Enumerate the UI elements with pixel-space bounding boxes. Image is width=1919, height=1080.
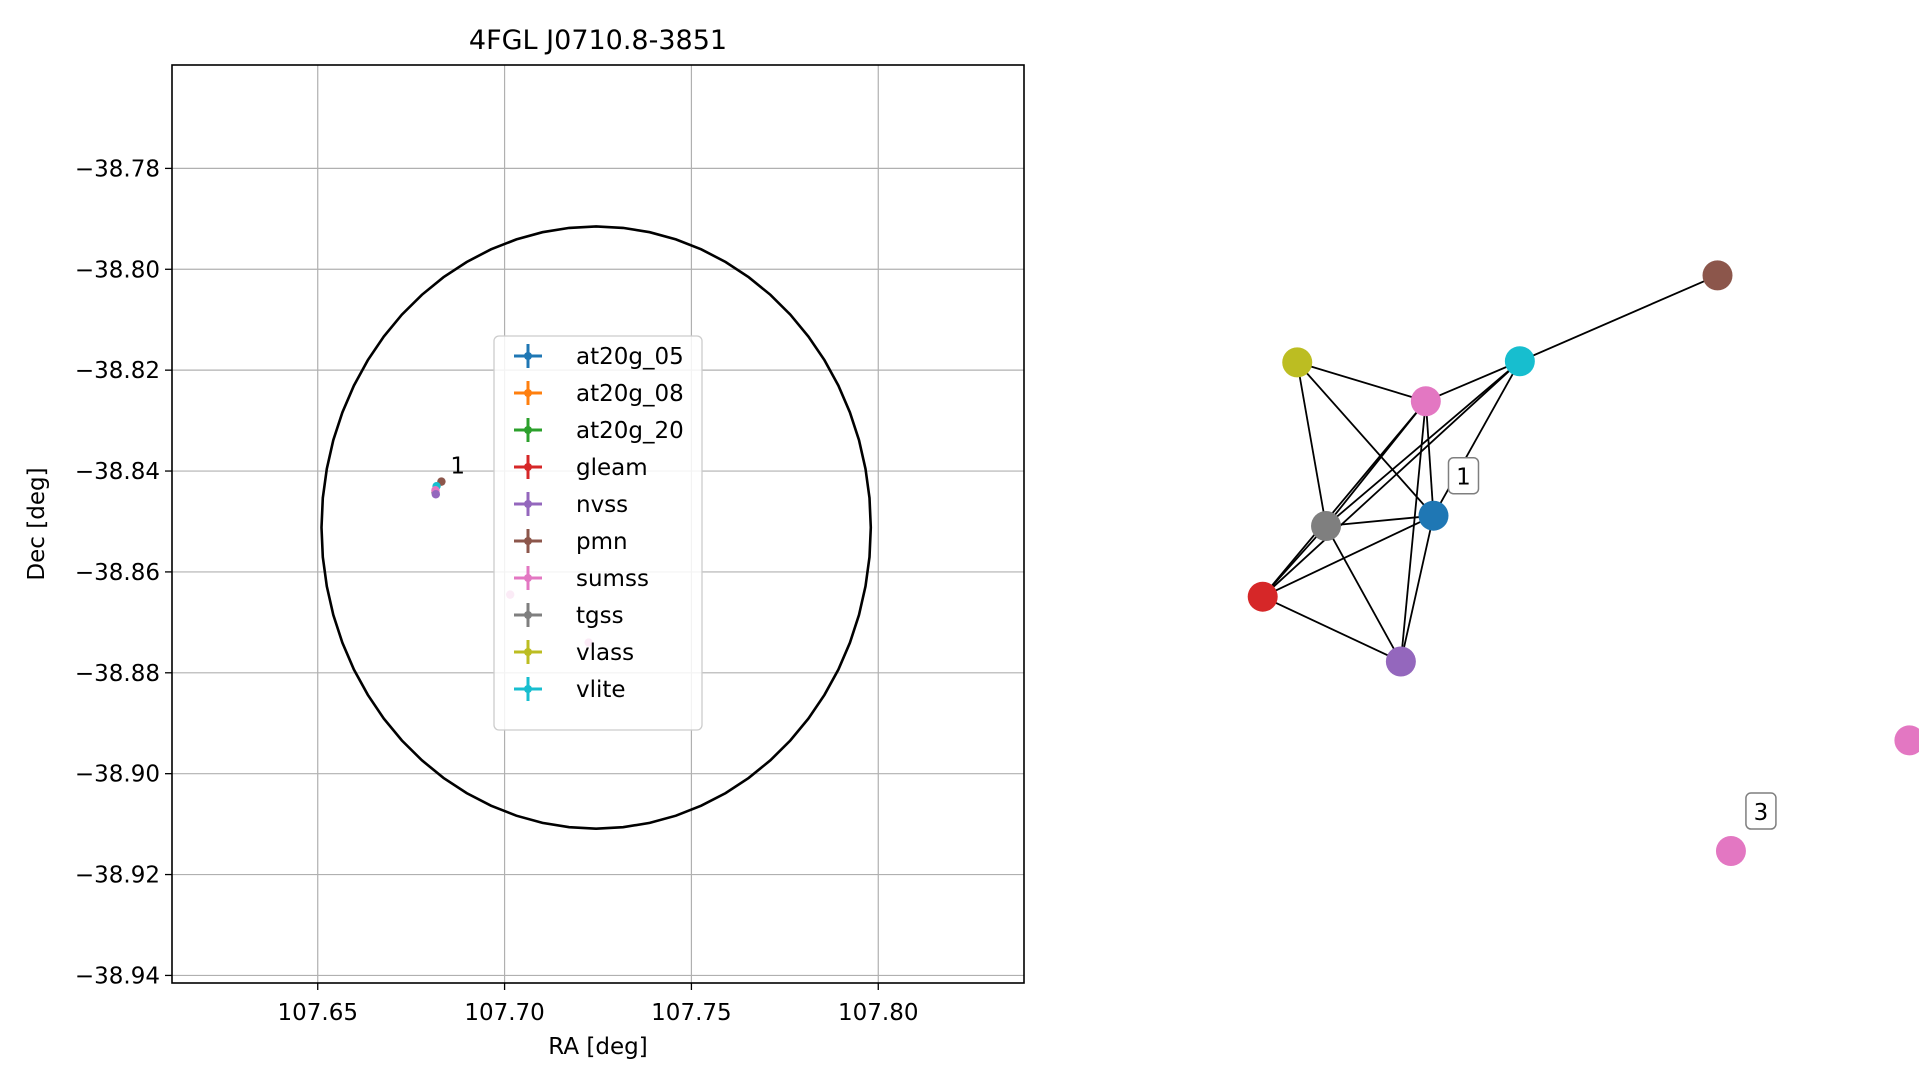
legend-marker-dot [524, 426, 532, 434]
legend-item-tgss: tgss [514, 603, 624, 629]
legend-item-vlass: vlass [514, 640, 634, 666]
network-labels: 123 [1447, 456, 1777, 830]
x-axis-ticks: 107.65 107.70 107.75 107.80 [277, 983, 919, 1026]
y-tick-label: −38.92 [75, 863, 160, 889]
legend-marker-dot [524, 574, 532, 582]
node-label-3: 3 [1745, 792, 1777, 830]
y-tick-label: −38.82 [75, 358, 160, 384]
y-tick-label: −38.94 [75, 963, 160, 989]
node-vlass [1282, 347, 1313, 378]
y-tick-label: −38.78 [75, 156, 160, 182]
legend-item-vlite: vlite [514, 677, 626, 703]
edge-at20g-gleam [1262, 514, 1434, 598]
legend-label: vlite [576, 677, 626, 703]
edge-tgss-gleam [1262, 525, 1327, 598]
node-vlite [1504, 346, 1535, 377]
legend-label: nvss [576, 492, 628, 518]
node-label-1: 1 [1447, 456, 1480, 495]
y-tick-label: −38.86 [75, 560, 160, 586]
legend-marker-dot [524, 463, 532, 471]
legend-item-sumss: sumss [514, 566, 649, 592]
node-gleam [1247, 581, 1278, 612]
legend-label: sumss [576, 566, 649, 592]
edge-sumss-nvss [1399, 401, 1427, 662]
edge-vlass-sumss [1296, 361, 1427, 403]
network-edges [1262, 274, 1718, 663]
plot-frame [171, 64, 1025, 984]
node-tgss [1311, 510, 1342, 541]
legend-label: at20g_20 [576, 418, 684, 444]
legend-label: tgss [576, 603, 624, 629]
error-ellipse-layer [320, 225, 873, 831]
node-at20g [1418, 500, 1449, 531]
cluster-labels: 1 [450, 454, 465, 480]
legend-label: at20g_05 [576, 344, 684, 370]
legend-marker-dot [524, 685, 532, 693]
y-axis-label: Dec [deg] [24, 467, 50, 580]
y-tick-label: −38.84 [75, 459, 160, 485]
label-text: 3 [1754, 800, 1769, 826]
cluster-label: 1 [450, 454, 465, 480]
point-nvss [431, 490, 441, 499]
network-nodes [1247, 260, 1919, 867]
sky-map-chart: 1 107.65 107.70 107.75 107.80 −38.78−38.80−… [24, 25, 1025, 1060]
y-tick-label: −38.80 [75, 257, 160, 283]
edge-tgss-nvss [1325, 525, 1402, 662]
legend-marker-dot [524, 389, 532, 397]
node-sumss3 [1715, 836, 1746, 867]
legend-label: gleam [576, 455, 648, 481]
edge-vlite-sumss [1425, 360, 1521, 403]
legend-item-pmn: pmn [514, 529, 628, 555]
label-text: 1 [1456, 465, 1471, 491]
node-nvss [1385, 646, 1416, 677]
x-tick-label: 107.75 [651, 1000, 731, 1026]
legend-item-at20g_08: at20g_08 [514, 381, 684, 407]
legend-label: at20g_08 [576, 381, 684, 407]
legend-marker-dot [524, 611, 532, 619]
x-tick-label: 107.70 [464, 1000, 544, 1026]
edge-vlass-at20g [1296, 361, 1435, 517]
edge-at20g-tgss [1325, 514, 1434, 527]
legend-marker-dot [524, 500, 532, 508]
legend-item-gleam: gleam [514, 455, 648, 481]
edge-at20g-nvss [1399, 515, 1435, 662]
edge-vlite-tgss [1325, 360, 1521, 527]
label-box [1745, 792, 1777, 830]
y-tick-label: −38.88 [75, 661, 160, 687]
x-tick-label: 107.80 [838, 1000, 918, 1026]
node-sumss2 [1894, 725, 1919, 756]
x-tick-label: 107.65 [277, 1000, 357, 1026]
node-sumss [1410, 386, 1441, 417]
chart-title: 4FGL J0710.8-3851 [469, 25, 727, 56]
legend-item-at20g_05: at20g_05 [514, 344, 684, 370]
legend-marker-dot [524, 648, 532, 656]
edge-vlass-tgss [1296, 362, 1327, 527]
legend-label: pmn [576, 529, 628, 555]
label-box [1447, 456, 1480, 495]
edge-sumss-at20g [1424, 401, 1435, 516]
legend-marker-dot [524, 537, 532, 545]
legend-item-nvss: nvss [514, 492, 628, 518]
edge-sumss-gleam [1262, 400, 1427, 598]
legend-label: vlass [576, 640, 634, 666]
y-tick-label: −38.90 [75, 762, 160, 788]
x-axis-label: RA [deg] [548, 1034, 647, 1060]
legend-marker-dot [524, 352, 532, 360]
y-axis-ticks: −38.78 −38.80 −38.82 −38.84 −38.86 −38.88 −38.… [75, 156, 172, 989]
edge-gleam-nvss [1262, 595, 1402, 663]
error-ellipse [320, 225, 873, 831]
node-pmn [1702, 260, 1733, 291]
legend-item-at20g_20: at20g_20 [514, 418, 684, 444]
legend-box [493, 335, 703, 731]
edge-pmn-vlite [1519, 274, 1718, 363]
association-network: 123 [1247, 260, 1919, 867]
edge-vlite-gleam [1262, 360, 1521, 598]
